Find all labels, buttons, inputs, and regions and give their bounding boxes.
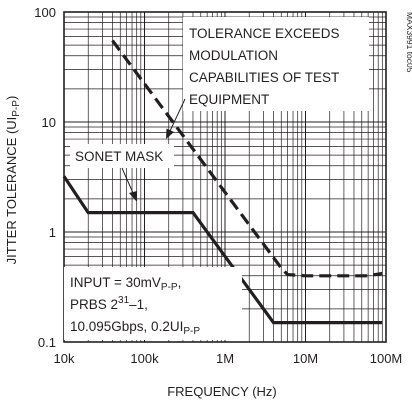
x-tick-label: 100M xyxy=(370,351,403,366)
conditions-label-bg xyxy=(64,267,242,340)
tolerance-annotation: TOLERANCE EXCEEDS MODULATION CAPABILITIE… xyxy=(166,17,369,139)
tolerance-line-2: MODULATION xyxy=(189,48,278,63)
sonet-mask-annotation: SONET MASK xyxy=(70,144,174,202)
y-tick-label: 0.1 xyxy=(38,335,56,350)
tolerance-line-1: TOLERANCE EXCEEDS xyxy=(189,26,340,41)
sonet-leader-line xyxy=(121,167,134,194)
tolerance-label-bg xyxy=(183,17,369,111)
chip-id-label: MAX3991 toc05 xyxy=(405,12,412,73)
conditions-line-3: 10.095Gbps, 0.2UIP-P xyxy=(70,319,200,337)
tolerance-line-3: CAPABILITIES OF TEST xyxy=(189,70,339,85)
tolerance-leader-line xyxy=(169,98,186,132)
x-tick-label: 10M xyxy=(293,351,318,366)
tolerance-leader-arrow xyxy=(166,128,174,139)
x-tick-label: 10k xyxy=(54,351,75,366)
x-tick-label: 1M xyxy=(216,351,234,366)
conditions-line-2: PRBS 231–1, xyxy=(70,295,148,312)
sonet-leader-arrow xyxy=(129,191,137,202)
tolerance-line-4: EQUIPMENT xyxy=(189,92,269,107)
series-dashed-tolerance xyxy=(111,39,383,278)
plot-frame xyxy=(63,11,387,343)
conditions-line-1: INPUT = 30mVP-P, xyxy=(70,275,181,293)
sonet-label-bg xyxy=(70,144,174,168)
sonet-mask-label: SONET MASK xyxy=(75,149,163,164)
x-tick-label: 100k xyxy=(130,351,159,366)
y-tick-label: 100 xyxy=(34,5,56,20)
test-conditions-annotation: INPUT = 30mVP-P, PRBS 231–1, 10.095Gbps,… xyxy=(64,267,242,340)
tick-labels: 10k 100k 1M 10M 100M 0.1 1 10 100 xyxy=(34,5,402,366)
x-axis-title: FREQUENCY (Hz) xyxy=(167,384,277,399)
y-tick-label: 1 xyxy=(49,225,56,240)
y-axis-title: JITTER TOLERANCE (UIP-P) xyxy=(4,96,22,265)
y-tick-label: 10 xyxy=(42,115,56,130)
